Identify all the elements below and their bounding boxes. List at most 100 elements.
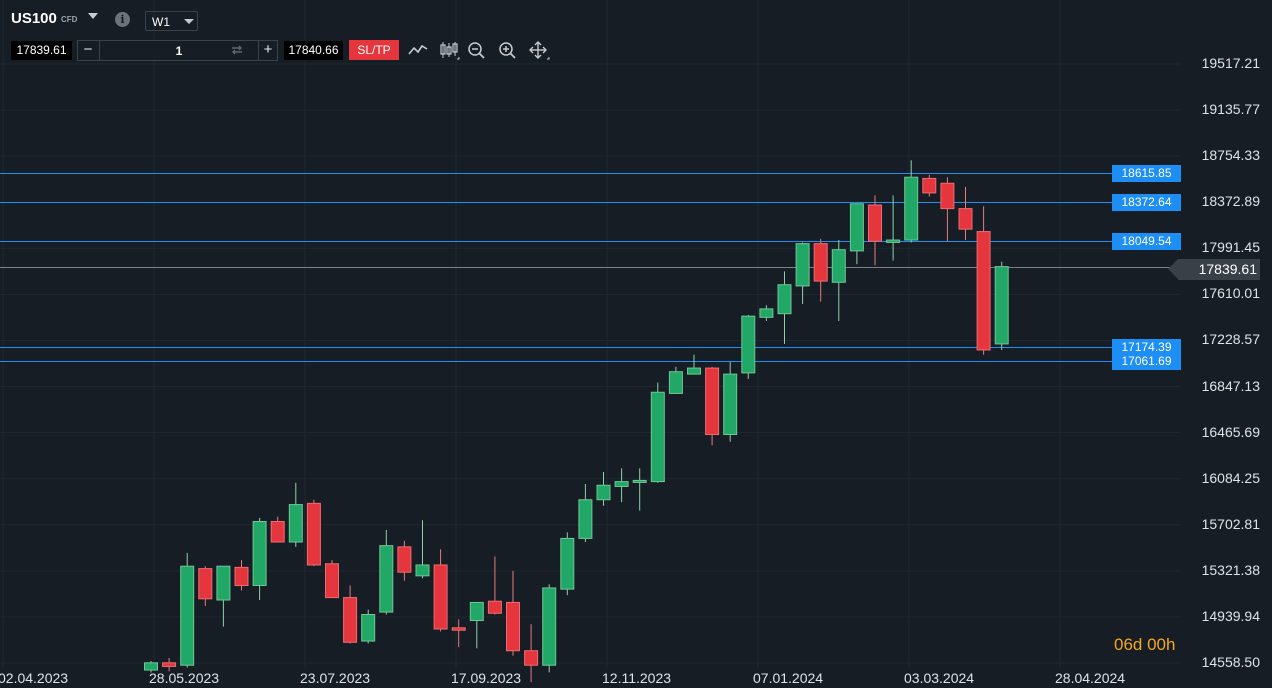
date-tick-label: 28.04.2024 — [1055, 670, 1126, 686]
candle — [180, 552, 195, 668]
zoom-in-icon[interactable] — [497, 40, 519, 60]
candle — [650, 382, 665, 483]
move-icon[interactable] — [528, 40, 550, 60]
candle — [705, 366, 720, 446]
candlestick-icon[interactable] — [438, 40, 460, 60]
candle-body — [469, 601, 484, 622]
candle-body — [741, 315, 756, 374]
symbol-dropdown-chevron-icon[interactable] — [88, 13, 98, 19]
price-tick-label: 18372.89 — [1201, 193, 1260, 210]
price-tick-label: 19135.77 — [1201, 101, 1260, 118]
candle-body — [668, 371, 683, 394]
candle — [922, 174, 937, 197]
candles — [144, 160, 1009, 683]
candle-body — [180, 565, 195, 666]
candle-body — [379, 545, 394, 613]
candle — [795, 242, 810, 305]
ask-price-button[interactable]: 17840.66 — [284, 41, 343, 60]
price-tick-label: 14939.94 — [1201, 607, 1260, 624]
candle — [288, 482, 303, 547]
symbol-name[interactable]: US100 — [11, 10, 57, 27]
candle — [777, 271, 792, 344]
candle — [940, 177, 955, 242]
candle-body — [524, 650, 539, 666]
candle — [397, 540, 412, 581]
candle-body — [940, 182, 955, 210]
line-chart-icon[interactable] — [407, 40, 429, 60]
candle — [831, 240, 846, 321]
price-tick-label: 14558.50 — [1201, 654, 1260, 670]
timeframe-value: W1 — [152, 15, 170, 29]
candle-body — [162, 662, 177, 667]
candle-body — [976, 231, 991, 351]
date-tick-label: 07.01.2024 — [753, 670, 824, 686]
horizontal-line-price-tag[interactable]: 17061.69 — [1112, 353, 1181, 370]
price-tick-label: 19517.21 — [1201, 55, 1260, 71]
price-tick-label: 15321.38 — [1201, 561, 1260, 578]
timeframe-select[interactable]: W1 — [145, 11, 198, 31]
horizontal-lines — [0, 173, 1178, 362]
candle — [687, 354, 701, 375]
horizontal-line-price-tag[interactable]: 17174.39 — [1112, 339, 1181, 356]
candle-body — [723, 373, 738, 436]
horizontal-line-price-tag[interactable]: 18372.64 — [1112, 194, 1181, 211]
candle — [451, 619, 466, 648]
candle-body — [868, 204, 882, 242]
zoom-out-icon[interactable] — [466, 40, 488, 60]
current-price-tag: 17839.61 — [1168, 259, 1260, 280]
candle-body — [578, 499, 593, 539]
candle-body — [886, 239, 901, 243]
candle — [343, 585, 358, 644]
swap-icon[interactable] — [230, 43, 244, 57]
candle-body — [795, 243, 810, 287]
date-tick-label: 28.05.2023 — [149, 670, 220, 686]
candle — [849, 203, 864, 265]
candle — [198, 566, 213, 607]
candle — [162, 657, 177, 672]
price-tick-label: 15702.81 — [1201, 515, 1260, 532]
candle-body — [270, 520, 285, 543]
candle — [668, 366, 683, 394]
candle-body — [306, 502, 321, 566]
candle-body — [542, 587, 557, 666]
candle-body — [904, 176, 919, 241]
bid-price-button[interactable]: 17839.61 — [11, 41, 72, 60]
candle — [632, 468, 647, 511]
candle-body — [198, 568, 213, 600]
candle-body — [506, 601, 520, 652]
candle — [976, 206, 991, 355]
info-icon[interactable]: i — [115, 12, 130, 27]
top-toolbar: US100 CFD i W1 — [0, 0, 700, 36]
candle — [252, 517, 267, 601]
candle-body — [343, 597, 358, 643]
price-tick-label: 17610.01 — [1201, 285, 1260, 302]
date-tick-label: 03.03.2024 — [904, 670, 975, 686]
candle — [379, 529, 394, 615]
candle-body — [288, 504, 303, 543]
candle-body — [614, 481, 629, 487]
candle-body — [958, 208, 973, 230]
date-tick-label: 23.07.2023 — [300, 670, 371, 686]
horizontal-line-price-tag[interactable]: 18615.85 — [1112, 165, 1181, 182]
sl-tp-button[interactable]: SL/TP — [349, 40, 399, 60]
candle-body — [216, 565, 231, 601]
price-tick-label: 18754.33 — [1201, 147, 1260, 164]
candle-body — [325, 563, 339, 599]
quantity-input[interactable] — [99, 41, 259, 60]
increase-quantity-button[interactable]: + — [263, 41, 273, 58]
candle — [216, 565, 231, 627]
bar-countdown: 06d 00h — [1114, 635, 1176, 654]
candle — [415, 520, 430, 579]
symbol-type-badge: CFD — [61, 15, 78, 24]
candle — [813, 238, 828, 302]
candle-body — [397, 546, 412, 573]
candle-body — [813, 243, 828, 282]
candle-body — [415, 564, 430, 577]
candle — [723, 362, 738, 442]
candle — [614, 468, 629, 503]
decrease-quantity-button[interactable]: − — [83, 41, 93, 58]
candle — [886, 195, 901, 261]
horizontal-line-price-tag[interactable]: 18049.54 — [1112, 233, 1181, 250]
candle — [868, 195, 882, 266]
